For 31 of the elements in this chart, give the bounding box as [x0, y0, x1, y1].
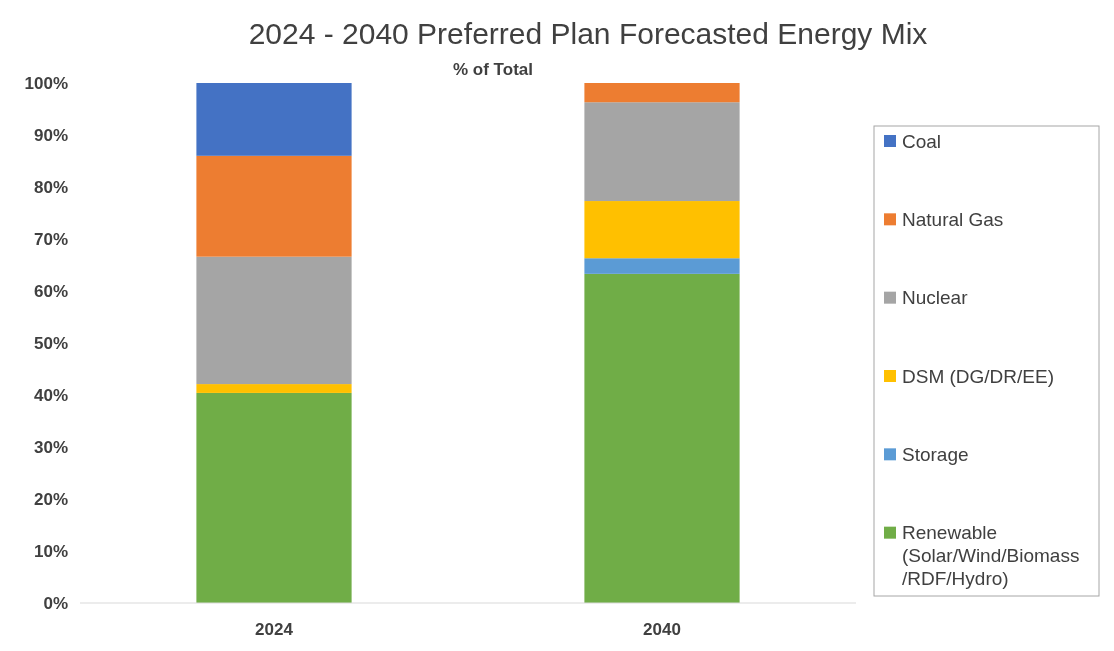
- bar: [584, 83, 740, 103]
- legend-label: Natural Gas: [902, 208, 1004, 230]
- bar: [196, 83, 352, 156]
- y-tick-label: 20%: [33, 489, 68, 509]
- bar: [584, 258, 740, 274]
- bar: [196, 384, 352, 393]
- y-tick-label: 80%: [33, 177, 68, 197]
- y-tick-label: 70%: [33, 229, 68, 249]
- bar: [584, 201, 740, 259]
- y-tick-label: 30%: [33, 437, 68, 457]
- y-tick-label: 60%: [33, 281, 68, 301]
- y-tick-label: 90%: [33, 125, 68, 145]
- legend-label: DSM (DG/DR/EE): [902, 365, 1054, 387]
- x-tick-label: 2024: [255, 620, 294, 639]
- legend-label: Coal: [902, 130, 942, 152]
- bar: [584, 273, 740, 603]
- bar: [196, 256, 352, 385]
- y-tick-label: 10%: [33, 541, 68, 561]
- x-tick-label: 2040: [643, 620, 681, 639]
- bar: [584, 102, 740, 202]
- y-tick-label: 0%: [43, 593, 68, 613]
- chart-subtitle: % of Total: [453, 60, 533, 79]
- bar: [196, 392, 352, 603]
- legend-label: Nuclear: [902, 287, 969, 309]
- y-tick-label: 50%: [33, 333, 68, 353]
- chart-title: 2024 - 2040 Preferred Plan Forecasted Energy Mix: [248, 17, 928, 50]
- y-tick-label: 40%: [33, 385, 68, 405]
- bar: [196, 155, 352, 257]
- legend-label: Storage: [902, 443, 969, 465]
- y-tick-label: 100%: [24, 73, 68, 93]
- legend-label: Renewable (Solar/Wind/Biomass /RDF/Hydro): [902, 522, 1080, 589]
